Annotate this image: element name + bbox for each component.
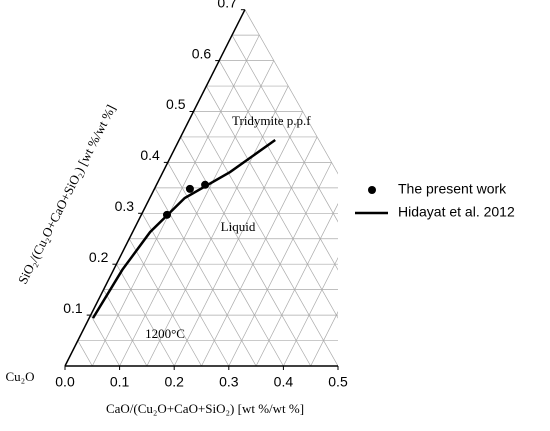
annotation: Tridymite p.p.f bbox=[232, 113, 311, 128]
x-axis-label: CaO/(Cu₂O+CaO+SiO₂) [wt %/wt %] bbox=[106, 401, 304, 416]
grid-line bbox=[255, 203, 338, 367]
grid-line bbox=[365, 290, 404, 366]
grid-line bbox=[91, 34, 260, 367]
grid-line bbox=[244, 9, 338, 175]
x-tick-label: 0.1 bbox=[110, 374, 130, 390]
data-line bbox=[91, 138, 276, 319]
grid-line bbox=[146, 85, 289, 367]
grid-line bbox=[310, 311, 338, 367]
legend-label: Hidayat et al. 2012 bbox=[398, 204, 515, 220]
grid-line bbox=[420, 341, 433, 366]
grid-line bbox=[77, 340, 93, 367]
grid-line bbox=[393, 315, 419, 366]
annotation: Liquid bbox=[221, 219, 256, 234]
grid-line bbox=[218, 60, 338, 271]
y-tick-label: 0.7 bbox=[217, 0, 237, 10]
x-tick-label: 0.0 bbox=[55, 374, 75, 390]
legend-swatch bbox=[368, 186, 376, 194]
grid-line bbox=[128, 238, 202, 367]
axis-line bbox=[64, 9, 246, 367]
corner-label: Cu₂O bbox=[5, 369, 34, 384]
grid-line bbox=[201, 136, 318, 367]
y-tick-label: 0.1 bbox=[63, 300, 83, 316]
y-tick-label: 0.5 bbox=[166, 96, 186, 112]
grid-line bbox=[90, 314, 120, 367]
x-tick-label: 0.3 bbox=[219, 374, 239, 390]
annotation: 1200°C bbox=[145, 326, 185, 341]
data-point bbox=[185, 184, 194, 193]
x-tick-label: 0.4 bbox=[274, 374, 294, 390]
x-tick-label: 0.2 bbox=[164, 374, 184, 390]
grid-line bbox=[231, 34, 338, 223]
y-tick-label: 0.6 bbox=[192, 45, 212, 61]
grid-line bbox=[193, 111, 338, 367]
grid-line bbox=[154, 187, 257, 367]
grid-line bbox=[116, 264, 175, 367]
grid-line bbox=[141, 213, 230, 367]
y-tick-label: 0.2 bbox=[89, 249, 109, 265]
y-tick-label: 0.3 bbox=[115, 198, 135, 214]
grid-line bbox=[103, 289, 148, 367]
y-tick-label: 0.4 bbox=[140, 147, 160, 163]
grid-line bbox=[337, 365, 338, 366]
legend-label: The present work bbox=[398, 181, 507, 197]
x-tick-label: 0.5 bbox=[328, 374, 348, 390]
grid-line bbox=[206, 85, 338, 319]
grid-line bbox=[180, 136, 312, 367]
